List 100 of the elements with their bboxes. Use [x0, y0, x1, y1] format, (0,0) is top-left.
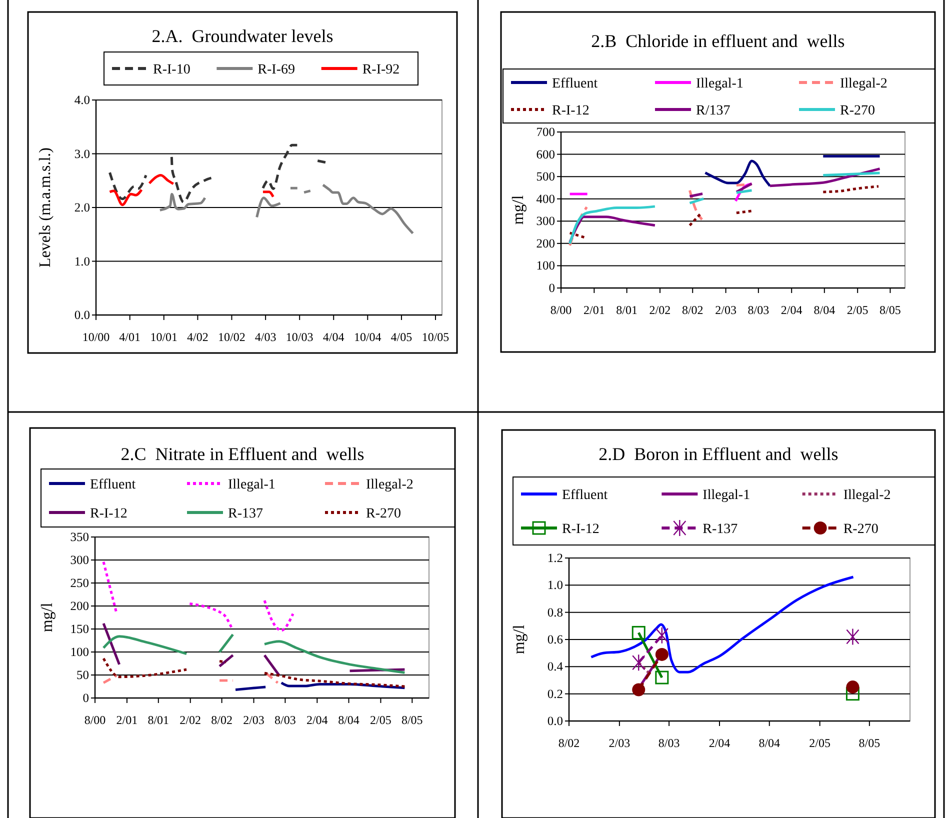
y-tick-label: 0.0: [74, 308, 90, 322]
x-tick-label: 10/00: [82, 330, 110, 344]
point: [846, 687, 860, 701]
x-tick-label: 8/03: [748, 303, 770, 317]
y-tick-label: 0.0: [547, 714, 563, 728]
legend-label: Illegal-2: [840, 76, 888, 92]
chart-title: 2.A. Groundwater levels: [152, 26, 334, 46]
y-tick-label: 250: [70, 576, 89, 590]
x-tick-label: 2/04: [780, 303, 802, 317]
x-tick-label: 2/01: [584, 303, 605, 317]
x-tick-label: 8/00: [550, 303, 572, 317]
legend-label: Effluent: [552, 76, 598, 92]
y-tick-label: 0.8: [547, 605, 563, 620]
point: [655, 648, 668, 661]
chart-title: 2.B Chloride in effluent and wells: [591, 31, 845, 51]
x-tick-label: 2/02: [649, 303, 671, 317]
point: [846, 680, 860, 694]
x-tick-label: 2/03: [243, 713, 264, 727]
x-tick-label: 8/05: [858, 736, 880, 750]
legend-label: Illegal-1: [228, 478, 276, 492]
y-tick-label: 1.0: [547, 578, 563, 592]
y-tick-label: 100: [536, 258, 555, 273]
y-tick-label: 4.0: [74, 93, 90, 107]
legend-label: R-I-12: [562, 522, 600, 537]
x-tick-label: 4/01: [119, 330, 141, 344]
y-tick-label: 200: [70, 599, 89, 613]
x-tick-label: 8/04: [814, 303, 836, 317]
x-tick-label: 10/03: [286, 330, 314, 344]
x-tick-label: 8/04: [338, 713, 360, 727]
x-tick-label: 8/02: [558, 736, 580, 750]
legend-label: Illegal-1: [702, 488, 750, 503]
legend-label: R/137: [696, 104, 730, 118]
y-tick-label: 0.2: [547, 686, 563, 701]
y-axis-title: mg/l: [511, 624, 528, 654]
x-tick-label: 2/03: [715, 303, 736, 317]
y-axis-title: mg/l: [39, 602, 56, 632]
x-tick-label: 10/05: [422, 330, 450, 344]
legend-label: R-137: [228, 506, 263, 522]
x-tick-label: 8/04: [758, 736, 780, 750]
x-tick-label: 2/03: [608, 736, 630, 750]
y-tick-label: 200: [536, 236, 555, 250]
x-tick-label: 8/05: [401, 713, 423, 727]
y-tick-label: 0.4: [547, 660, 564, 674]
x-tick-label: 2/05: [846, 303, 868, 317]
y-tick-label: 0: [548, 281, 555, 295]
x-tick-label: 8/03: [274, 713, 296, 727]
legend-label: R-I-10: [153, 62, 190, 78]
y-tick-label: 300: [536, 214, 555, 228]
y-axis-title: mg/l: [510, 194, 527, 225]
legend-label: R-270: [840, 104, 875, 118]
x-tick-label: 8/02: [682, 303, 704, 317]
legend-label: R-270: [843, 522, 878, 537]
x-tick-label: 2/01: [116, 713, 138, 727]
legend-label: Illegal-1: [696, 76, 744, 92]
y-tick-label: 1.2: [547, 551, 563, 565]
legend-label: R-137: [702, 522, 738, 537]
y-tick-label: 500: [536, 170, 555, 184]
legend-label: Illegal-2: [366, 478, 414, 492]
x-tick-label: 8/05: [880, 303, 901, 317]
x-tick-label: 4/04: [322, 330, 344, 344]
y-tick-label: 700: [536, 125, 555, 139]
x-tick-label: 8/03: [658, 736, 680, 750]
x-tick-label: 2/05: [809, 736, 830, 750]
y-tick-label: 1.0: [74, 254, 90, 268]
y-tick-label: 0.6: [547, 632, 563, 646]
point: [655, 670, 669, 684]
point: [632, 654, 646, 672]
x-tick-label: 8/01: [148, 713, 170, 727]
x-tick-label: 4/03: [254, 330, 276, 344]
legend-label: R-I-12: [90, 506, 128, 522]
x-tick-label: 2/05: [370, 713, 392, 727]
y-tick-label: 150: [70, 622, 89, 636]
x-tick-label: 10/01: [150, 330, 178, 344]
point: [632, 626, 646, 640]
y-axis-title: Levels (m.a.m.s.l.): [37, 148, 54, 268]
legend-label: Illegal-2: [843, 488, 891, 503]
x-tick-label: 2/02: [180, 713, 202, 727]
chart-title: 2.C Nitrate in Effluent and wells: [120, 444, 364, 464]
legend-label: R-I-69: [258, 62, 295, 78]
x-tick-label: 2/04: [306, 713, 328, 727]
x-tick-label: 2/04: [708, 736, 730, 750]
y-tick-label: 350: [70, 530, 89, 544]
y-tick-label: 400: [536, 192, 555, 206]
point: [655, 626, 669, 644]
legend-label: Effluent: [90, 478, 136, 492]
y-tick-label: 100: [70, 645, 89, 659]
y-tick-label: 300: [70, 553, 89, 567]
legend-label: R-I-92: [362, 62, 400, 78]
x-tick-label: 8/01: [616, 303, 638, 317]
legend-label: R-I-12: [552, 104, 590, 118]
y-tick-label: 50: [76, 668, 89, 682]
point: [846, 628, 860, 646]
x-tick-label: 4/02: [187, 330, 208, 344]
x-tick-label: 8/00: [84, 713, 106, 727]
legend-label: Effluent: [562, 488, 608, 503]
x-tick-label: 10/04: [354, 330, 382, 344]
x-tick-label: 8/02: [211, 713, 232, 727]
legend-label: R-270: [366, 506, 401, 522]
x-tick-label: 4/05: [390, 330, 412, 344]
x-tick-label: 10/02: [218, 330, 246, 344]
